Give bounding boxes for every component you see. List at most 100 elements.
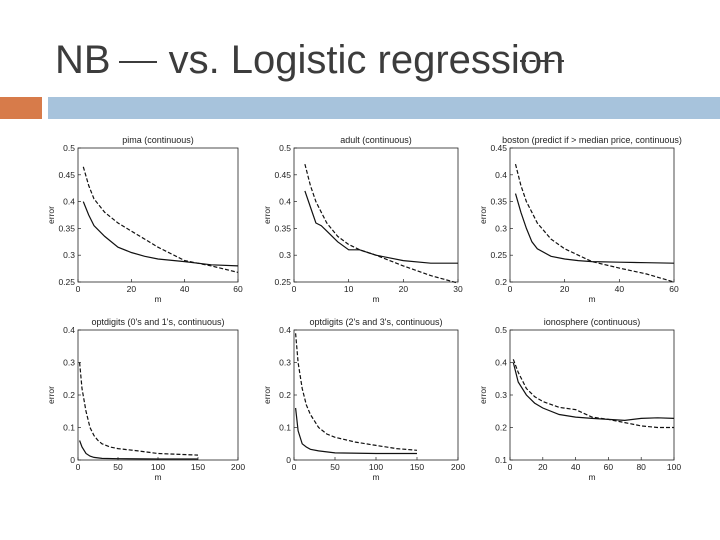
chart-title: optdigits (2's and 3's, continuous) — [309, 317, 442, 327]
x-axis-label: m — [154, 294, 161, 304]
x-axis-label: m — [372, 294, 379, 304]
x-axis-label: m — [588, 294, 595, 304]
chart-panel: ionosphere (continuous) 0 20 40 60 80 100 0.1 0.… — [478, 317, 681, 482]
plot-frame — [509, 147, 675, 283]
y-axis-label: error — [478, 206, 488, 224]
y-tick-label: 0.4 — [279, 325, 291, 335]
y-tick-label: 0.2 — [495, 277, 507, 287]
y-tick-label: 0.5 — [495, 325, 507, 335]
y-axis-label: error — [262, 386, 272, 404]
y-tick-label: 0.4 — [495, 170, 507, 180]
chart-title: boston (predict if > median price, conti… — [502, 135, 682, 145]
y-tick-label: 0.25 — [274, 277, 291, 287]
x-tick-label: 0 — [76, 284, 81, 294]
y-tick-label: 0.35 — [274, 223, 291, 233]
x-tick-label: 80 — [636, 462, 646, 472]
x-tick-label: 30 — [453, 284, 463, 294]
y-tick-label: 0.4 — [63, 325, 75, 335]
x-tick-label: 0 — [292, 462, 297, 472]
y-tick-label: 0.45 — [274, 170, 291, 180]
chart-title: ionosphere (continuous) — [544, 317, 641, 327]
y-tick-label: 0.1 — [63, 423, 75, 433]
y-tick-label: 0.3 — [495, 223, 507, 233]
x-axis-label: m — [372, 472, 379, 482]
series-line-solid — [304, 190, 458, 264]
series-line-solid — [295, 407, 417, 455]
slide-title: NB vs. Logistic regression — [55, 38, 565, 83]
y-tick-label: 0.45 — [58, 170, 75, 180]
series-line-solid — [514, 193, 675, 264]
x-tick-label: 20 — [127, 284, 137, 294]
x-axis-label: m — [588, 472, 595, 482]
x-tick-label: 100 — [151, 462, 165, 472]
series-line-solid — [79, 440, 198, 460]
x-tick-label: 50 — [113, 462, 123, 472]
title-main: vs. Logistic regressi — [168, 38, 520, 82]
y-tick-label: 0.25 — [58, 277, 75, 287]
y-tick-label: 0 — [70, 455, 75, 465]
x-tick-label: 100 — [667, 462, 681, 472]
plot-frame — [77, 329, 239, 461]
series-line-dashed — [304, 163, 459, 284]
x-tick-label: 0 — [508, 284, 513, 294]
x-tick-label: 10 — [344, 284, 354, 294]
x-tick-label: 50 — [330, 462, 340, 472]
y-tick-label: 0.35 — [58, 223, 75, 233]
y-tick-label: 0.3 — [63, 358, 75, 368]
chart-title: adult (continuous) — [340, 135, 412, 145]
x-tick-label: 40 — [571, 462, 581, 472]
x-tick-label: 60 — [233, 284, 243, 294]
x-tick-label: 20 — [560, 284, 570, 294]
x-tick-label: 20 — [399, 284, 409, 294]
x-tick-label: 0 — [508, 462, 513, 472]
y-tick-label: 0.35 — [490, 197, 507, 207]
x-tick-label: 60 — [669, 284, 679, 294]
accent-bar-blue — [48, 97, 720, 119]
chart-title: pima (continuous) — [122, 135, 194, 145]
y-tick-label: 0.25 — [490, 250, 507, 260]
y-tick-label: 0.4 — [63, 197, 75, 207]
y-tick-label: 0.3 — [495, 390, 507, 400]
series-line-dashed — [82, 166, 239, 273]
plot-frame — [293, 329, 459, 461]
dashed-line-key — [519, 60, 565, 62]
x-tick-label: 200 — [451, 462, 465, 472]
y-tick-label: 0.5 — [279, 143, 291, 153]
x-tick-label: 40 — [615, 284, 625, 294]
series-line-solid — [512, 362, 675, 422]
chart-panel: optdigits (0's and 1's, continuous) 0 50 10… — [46, 317, 245, 482]
y-tick-label: 0.1 — [495, 455, 507, 465]
y-tick-label: 0.3 — [279, 358, 291, 368]
series-line-dashed — [512, 359, 674, 429]
series-line-dashed — [514, 163, 675, 283]
series-line-dashed — [79, 362, 199, 456]
x-tick-label: 20 — [538, 462, 548, 472]
y-tick-label: 0.4 — [495, 358, 507, 368]
chart-panel: adult (continuous) 0 10 20 30 0.25 0.3 0.35 0.4 0… — [262, 135, 463, 304]
y-tick-label: 0.45 — [490, 143, 507, 153]
x-axis-label: m — [154, 472, 161, 482]
y-axis-label: error — [46, 386, 56, 404]
chart-panel: optdigits (2's and 3's, continuous) 0 50 10… — [262, 317, 465, 482]
plot-frame — [293, 147, 459, 283]
y-tick-label: 0.3 — [63, 250, 75, 260]
y-tick-label: 0.5 — [63, 143, 75, 153]
y-axis-label: error — [262, 206, 272, 224]
y-axis-label: error — [478, 386, 488, 404]
series-line-dashed — [295, 333, 418, 451]
title-tail: on — [519, 38, 565, 82]
y-tick-label: 0.2 — [63, 390, 75, 400]
x-tick-label: 0 — [76, 462, 81, 472]
x-tick-label: 200 — [231, 462, 245, 472]
x-tick-label: 150 — [410, 462, 424, 472]
x-tick-label: 100 — [369, 462, 383, 472]
x-tick-label: 40 — [180, 284, 190, 294]
x-tick-label: 0 — [292, 284, 297, 294]
x-tick-label: 60 — [604, 462, 614, 472]
y-tick-label: 0.3 — [279, 250, 291, 260]
x-tick-label: 150 — [191, 462, 205, 472]
y-tick-label: 0.4 — [279, 197, 291, 207]
accent-bar-orange — [0, 97, 42, 119]
y-tick-label: 0.1 — [279, 423, 291, 433]
